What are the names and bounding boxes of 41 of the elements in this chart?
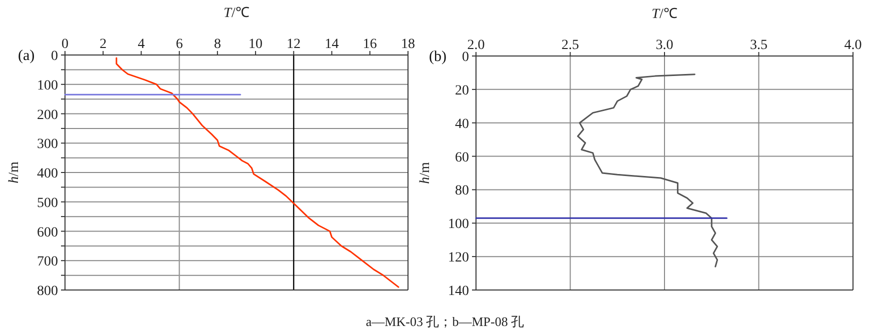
x-tick-label: 4.0 (844, 38, 862, 53)
y-tick-label: 100 (37, 78, 58, 94)
y-tick-label: 20 (455, 83, 469, 98)
y-tick-label: 600 (37, 225, 58, 240)
y-tick-label: 700 (37, 254, 58, 270)
x-axis-title: T/℃ (224, 6, 250, 21)
y-axis-title: h/m (7, 162, 22, 184)
x-tick-label: 2 (100, 37, 107, 52)
x-tick-label: 2.0 (467, 38, 485, 53)
x-tick-label: 18 (401, 37, 415, 52)
x-tick-label: 8 (214, 37, 221, 52)
y-tick-label: 800 (37, 284, 58, 299)
y-tick-label: 300 (37, 137, 58, 152)
x-axis-title: T/℃ (652, 7, 678, 22)
y-tick-label: 40 (455, 116, 469, 132)
chart-title: (a) (18, 48, 35, 64)
x-tick-label: 12 (286, 37, 301, 52)
y-tick-label: 500 (37, 196, 58, 211)
line-series (116, 57, 400, 288)
y-tick-label: 120 (448, 250, 469, 266)
line-series (577, 74, 718, 268)
text: a—MK-03 孔；b—MP-08 孔 (366, 314, 524, 329)
y-tick-label: 60 (455, 150, 469, 166)
y-tick-label: 400 (37, 166, 58, 182)
x-tick-label: 14 (324, 37, 339, 52)
x-tick-label: 4 (138, 37, 145, 52)
y-tick-label: 0 (462, 50, 469, 65)
y-tick-label: 0 (51, 49, 58, 64)
x-tick-label: 3.5 (750, 38, 768, 53)
chart-title: (b) (429, 49, 446, 65)
x-tick-label: 6 (176, 37, 183, 52)
x-tick-label: 2.5 (562, 38, 579, 53)
x-tick-label: 3.0 (656, 38, 674, 53)
y-tick-label: 200 (37, 108, 58, 123)
x-tick-label: 10 (248, 37, 263, 52)
y-tick-label: 140 (448, 284, 469, 299)
y-tick-label: 80 (455, 184, 469, 199)
y-axis-title: h/m (418, 162, 433, 184)
y-tick-label: 100 (448, 217, 469, 232)
x-tick-label: 16 (362, 37, 377, 52)
x-tick-label: 0 (62, 37, 68, 52)
